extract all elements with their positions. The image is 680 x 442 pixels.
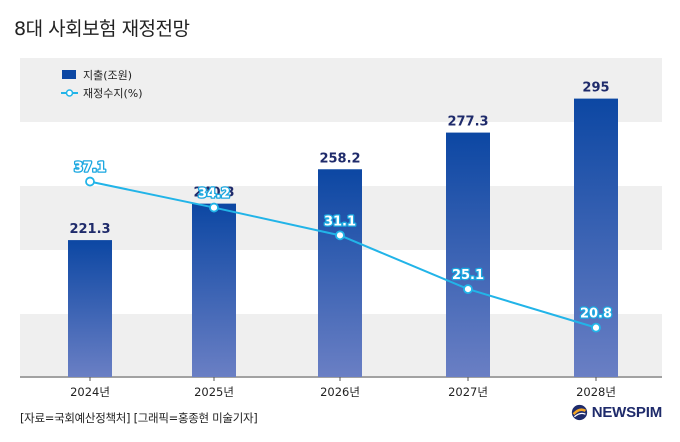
- x-tick-labels: 2024년 2025년 2026년 2027년 2028년: [70, 377, 616, 399]
- line-points: [85, 176, 601, 333]
- bar: [446, 132, 490, 377]
- legend-line-label: 재정수지(%): [83, 87, 143, 100]
- legend-bar-label: 지출(조원): [83, 69, 132, 82]
- x-tick-label: 2026년: [320, 385, 360, 399]
- x-tick-label: 2027년: [448, 385, 488, 399]
- x-tick-label: 2025년: [194, 385, 234, 399]
- bar-value-label: 258.2: [319, 151, 360, 166]
- bar: [574, 98, 618, 377]
- line-labels: 37.1 34.2 31.1 25.1 20.8: [73, 159, 614, 323]
- line-value-label: 31.1: [324, 214, 356, 229]
- brand-logo: NEWSPIM: [571, 404, 662, 421]
- globe-logo-icon: [571, 404, 587, 421]
- bar: [318, 169, 362, 377]
- legend-line-marker: [65, 89, 74, 97]
- line-point: [335, 230, 345, 241]
- legend-bar-swatch: [62, 70, 76, 79]
- bar-series: [68, 98, 618, 377]
- source-credit: [자료=국회예산정책처] [그래픽=홍종현 미술기자]: [20, 411, 258, 425]
- bar-value-label: 295: [582, 81, 609, 96]
- line-value-label: 34.2: [198, 187, 230, 202]
- bar-value-label: 277.3: [447, 115, 488, 130]
- line-point: [591, 322, 601, 333]
- bar-labels: 221.3 240.3 258.2 277.3 295: [69, 81, 609, 238]
- page-title: 8대 사회보험 재정전망: [14, 18, 190, 40]
- bar: [68, 240, 112, 377]
- bar: [192, 203, 236, 377]
- line-value-label: 25.1: [452, 268, 484, 283]
- line-value-label: 20.8: [580, 307, 612, 322]
- line-value-label: 37.1: [74, 161, 106, 176]
- line-point: [209, 202, 219, 213]
- line-point: [85, 176, 95, 187]
- x-tick-label: 2028년: [576, 385, 616, 399]
- background-band: [20, 58, 662, 122]
- legend: 지출(조원) 재정수지(%): [61, 69, 143, 100]
- brand-name: NEWSPIM: [591, 404, 662, 421]
- line-point: [463, 284, 473, 295]
- bar-value-label: 240.3: [193, 186, 234, 201]
- bar-value-label: 221.3: [69, 222, 110, 237]
- x-tick-label: 2024년: [70, 385, 110, 399]
